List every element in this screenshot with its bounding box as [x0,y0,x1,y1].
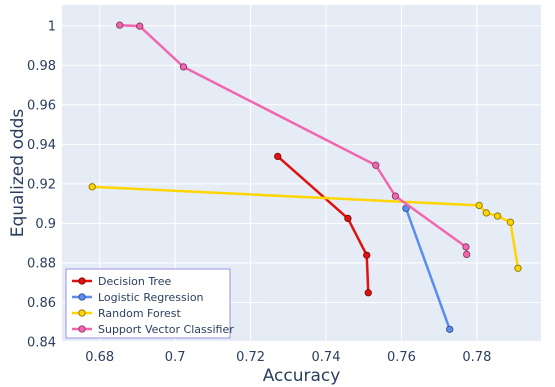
y-tick-label: 0.96 [27,98,56,113]
data-point[interactable] [88,183,96,191]
data-point[interactable] [463,250,471,259]
data-point[interactable] [475,201,483,210]
legend-box [65,268,231,339]
series-line [404,207,451,330]
data-point[interactable] [391,192,400,200]
legend-item-decision-tree[interactable]: Decision Tree [72,275,171,288]
legend-item-random-forest[interactable]: Random Forest [72,307,181,320]
y-axis-ticks: 0.84 0.86 0.88 0.9 0.92 0.94 0.96 0.98 1 [27,19,56,350]
x-tick-label: 0.7 [165,350,186,365]
series-line [276,155,370,293]
x-axis-ticks: 0.68 0.7 0.72 0.74 0.76 0.78 [85,350,491,365]
legend-label: Decision Tree [98,275,171,288]
y-tick-label: 0.94 [27,138,56,153]
data-point[interactable] [514,264,522,272]
y-tick-label: 0.98 [27,59,56,74]
y-tick-label: 0.84 [27,335,56,350]
y-tick-label: 0.86 [27,296,56,311]
data-point[interactable] [462,243,470,251]
legend-marker [78,277,86,285]
legend-label: Logistic Regression [98,291,204,304]
data-point[interactable] [136,22,144,30]
legend-items: Decision Tree Logistic Regression Random F… [72,275,234,336]
y-axis-title: Equalized odds [8,109,28,238]
y-tick-label: 0.92 [27,177,56,192]
x-axis-title: Accuracy [263,366,341,386]
x-tick-label: 0.74 [312,350,341,365]
series-layer [88,21,522,333]
legend-marker [78,293,86,301]
legend-label: Support Vector Classifier [98,323,234,336]
legend-marker [78,325,86,333]
series-decision-tree[interactable] [274,152,372,297]
series-line [92,185,520,269]
data-point[interactable] [363,251,371,259]
data-point[interactable] [274,152,282,161]
data-point[interactable] [344,214,352,223]
series-random-forest[interactable] [88,183,522,272]
data-point[interactable] [446,325,454,333]
x-tick-label: 0.76 [387,350,416,365]
legend-item-logistic-regression[interactable]: Logistic Regression [72,291,204,304]
x-tick-label: 0.68 [85,350,114,365]
data-point[interactable] [482,209,490,217]
legend-label: Random Forest [98,307,181,320]
series-logistic-regression[interactable] [402,204,454,333]
data-point[interactable] [372,161,380,169]
y-tick-label: 0.9 [35,217,56,232]
legend-marker [78,309,86,317]
x-tick-label: 0.78 [462,350,491,365]
y-tick-label: 1 [48,19,56,34]
series-support-vector-classifier[interactable] [116,21,471,259]
data-point[interactable] [493,212,502,220]
y-tick-label: 0.88 [27,256,56,271]
data-point[interactable] [116,21,124,29]
x-tick-label: 0.72 [236,350,265,365]
data-point[interactable] [506,218,515,226]
gridlines [62,5,541,343]
data-point[interactable] [179,63,188,71]
legend-item-support-vector-classifier[interactable]: Support Vector Classifier [72,323,234,336]
legend[interactable]: Decision Tree Logistic Regression Random F… [65,268,234,339]
data-point[interactable] [364,289,372,297]
